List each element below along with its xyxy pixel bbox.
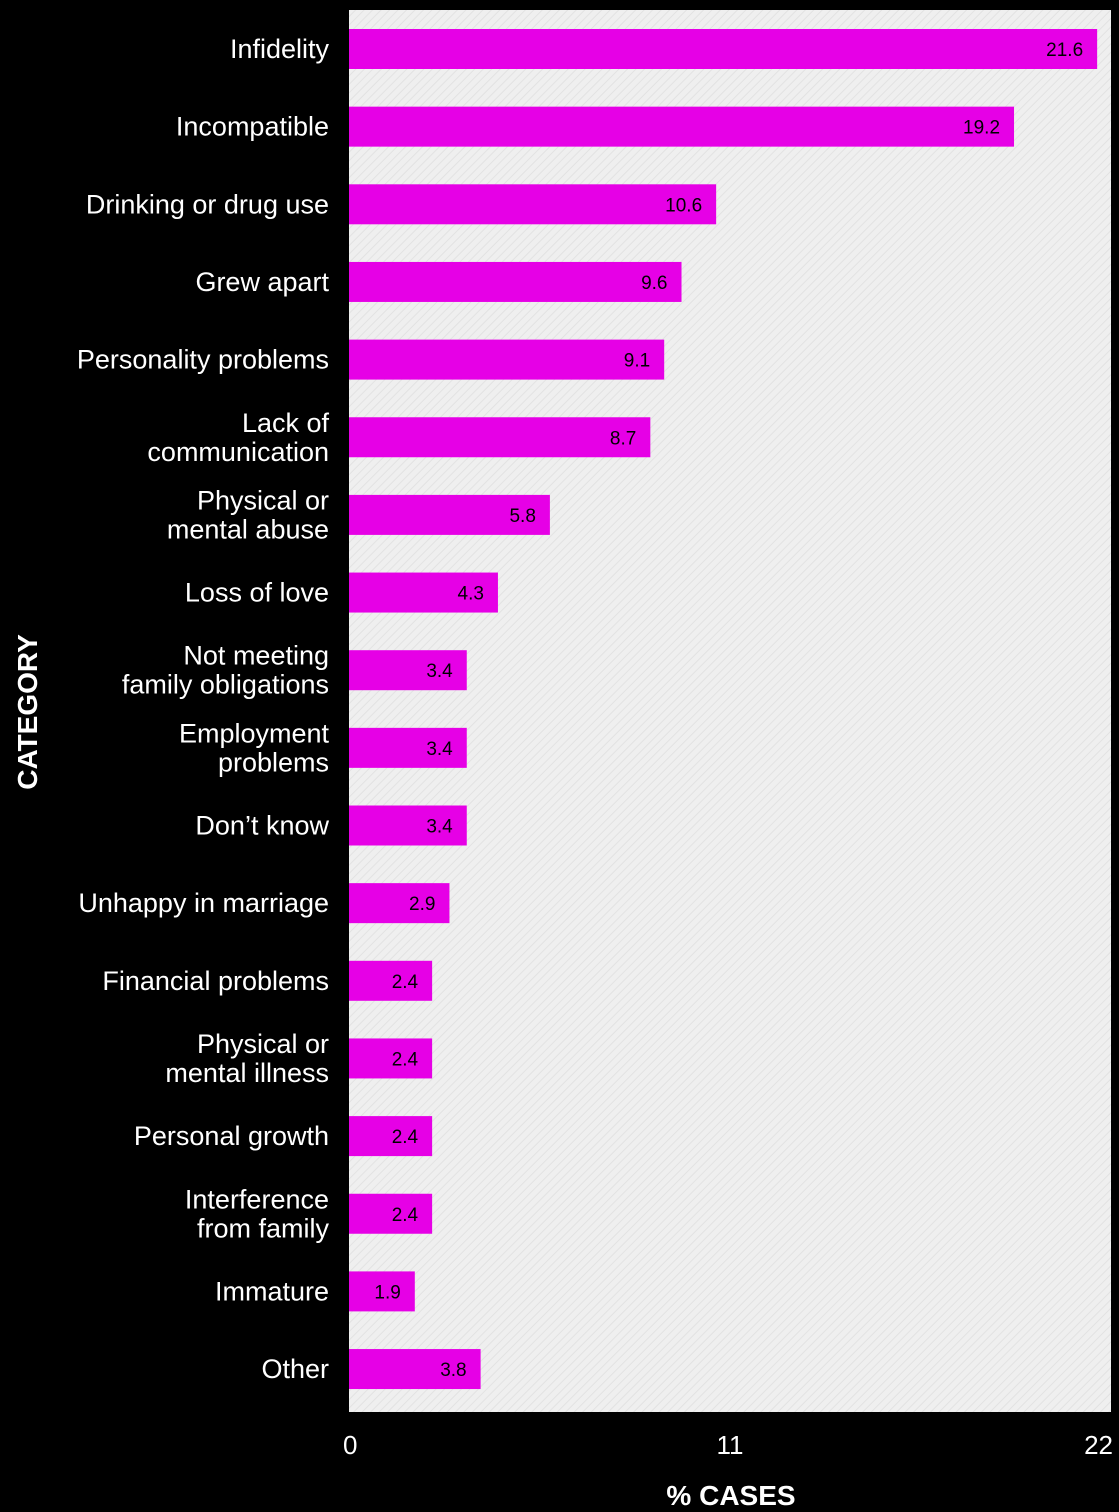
x-axis-title: % CASES — [666, 1480, 795, 1511]
bar — [349, 1116, 433, 1157]
category-label: Unhappy in marriage — [78, 888, 329, 918]
category-label: Physical or — [197, 1029, 329, 1059]
bar-value-label: 3.4 — [426, 817, 453, 838]
bar-value-label: 9.6 — [641, 273, 667, 294]
bar — [349, 727, 467, 768]
category-label: Incompatible — [176, 112, 329, 142]
bar-value-label: 4.3 — [458, 584, 484, 605]
bars-layer: 21.6 19.2 10.6 9.6 9.1 8.7 5.8 4.3 3.4 3.4 3.4 2.9 2… — [349, 29, 1098, 1390]
category-label: mental illness — [165, 1058, 329, 1088]
category-label: problems — [218, 747, 329, 777]
category-labels: Infidelity Incompatible Drinking or drug u… — [77, 34, 330, 1384]
category-label: Employment — [179, 718, 330, 748]
category-label: Interference — [185, 1184, 329, 1214]
bar-value-label: 2.4 — [392, 972, 419, 993]
bar — [349, 805, 467, 846]
bar — [349, 417, 651, 458]
bar — [349, 106, 1015, 147]
bar — [349, 494, 550, 535]
category-label: mental abuse — [167, 514, 329, 544]
bar — [349, 1349, 481, 1390]
bar-value-label: 8.7 — [610, 428, 636, 449]
category-label: Personal growth — [134, 1121, 329, 1151]
bar-value-label: 10.6 — [665, 195, 702, 216]
y-axis-title: CATEGORY — [12, 634, 43, 790]
bar-value-label: 21.6 — [1046, 40, 1083, 61]
bar-value-label: 3.8 — [440, 1360, 466, 1381]
plot-area — [349, 10, 1111, 1412]
x-tick-labels: 0 11 22 — [343, 1430, 1113, 1460]
bar — [349, 339, 665, 380]
bar — [349, 650, 467, 691]
category-label: communication — [147, 437, 329, 467]
bar-value-label: 1.9 — [374, 1282, 400, 1303]
bar-value-label: 2.4 — [392, 1049, 419, 1070]
category-label: Lack of — [242, 408, 330, 438]
bar-value-label: 2.4 — [392, 1127, 419, 1148]
category-label: Not meeting — [183, 641, 329, 671]
category-label: Loss of love — [185, 578, 329, 608]
bar-value-label: 5.8 — [509, 506, 535, 527]
bar — [349, 1271, 415, 1312]
bar — [349, 960, 433, 1001]
bar — [349, 1193, 433, 1234]
category-label: family obligations — [122, 670, 329, 700]
bar-value-label: 19.2 — [963, 118, 1000, 139]
bar — [349, 29, 1098, 69]
category-label: Infidelity — [230, 34, 330, 64]
bar — [349, 883, 450, 924]
category-label: Personality problems — [77, 345, 329, 375]
bar-value-label: 9.1 — [624, 351, 650, 372]
category-label: Other — [261, 1354, 329, 1384]
category-label: Drinking or drug use — [86, 189, 329, 219]
category-label: Immature — [215, 1276, 329, 1306]
bar-value-label: 3.4 — [426, 661, 453, 682]
bar-value-label: 2.4 — [392, 1205, 419, 1226]
bar — [349, 1038, 433, 1079]
category-label: from family — [197, 1213, 330, 1243]
bar-value-label: 3.4 — [426, 739, 453, 760]
category-label: Grew apart — [195, 267, 329, 297]
category-label: Financial problems — [102, 966, 329, 996]
category-label: Physical or — [197, 485, 329, 515]
x-tick-label: 11 — [717, 1430, 744, 1460]
bar-value-label: 2.9 — [409, 894, 435, 915]
x-tick-label: 22 — [1084, 1430, 1113, 1460]
bar — [349, 261, 682, 302]
bar — [349, 572, 498, 613]
x-tick-label: 0 — [343, 1430, 357, 1460]
category-label: Don’t know — [195, 811, 329, 841]
bar — [349, 184, 717, 225]
